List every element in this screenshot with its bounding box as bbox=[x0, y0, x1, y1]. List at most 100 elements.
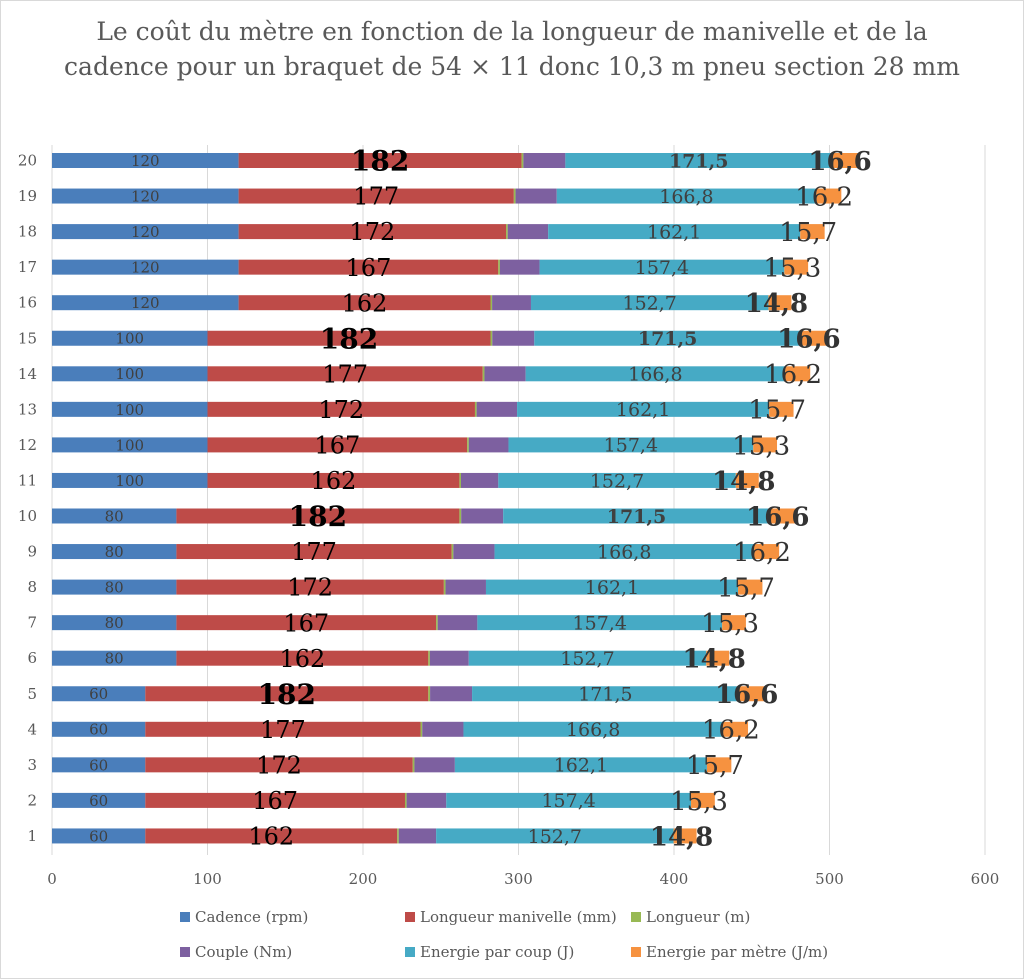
data-label: 152,7 bbox=[590, 470, 644, 492]
y-tick-label: 18 bbox=[18, 223, 37, 241]
bar-segment bbox=[565, 153, 833, 168]
data-label: 120 bbox=[131, 294, 160, 312]
data-label: 162,1 bbox=[616, 399, 670, 421]
y-tick-label: 7 bbox=[27, 614, 37, 632]
data-label: 177 bbox=[322, 360, 368, 388]
data-label: 120 bbox=[131, 152, 160, 170]
bar-segment bbox=[539, 259, 785, 275]
data-label: 120 bbox=[131, 187, 160, 205]
y-tick-label: 6 bbox=[27, 649, 37, 667]
bar-segment bbox=[768, 295, 792, 311]
bar-segment bbox=[428, 650, 430, 666]
data-label: 167 bbox=[252, 787, 298, 815]
bar-segment bbox=[398, 828, 437, 844]
bar-segment bbox=[420, 721, 423, 737]
bar-segment bbox=[52, 188, 239, 204]
data-label: 60 bbox=[89, 685, 108, 703]
x-tick-label: 600 bbox=[971, 870, 1000, 888]
bar-segment bbox=[461, 508, 504, 524]
data-label: 167 bbox=[314, 432, 360, 460]
bar-segment bbox=[52, 615, 177, 631]
data-label: 182 bbox=[351, 145, 409, 178]
bar-segment bbox=[474, 401, 477, 417]
bar-segment bbox=[52, 650, 177, 666]
bar-segment bbox=[436, 828, 674, 844]
data-label: 171,5 bbox=[669, 150, 729, 172]
bar-segment bbox=[468, 650, 707, 666]
bar-segment bbox=[52, 544, 177, 560]
bar-segment bbox=[460, 472, 499, 488]
data-label: 16,2 bbox=[764, 360, 822, 390]
bar-segment bbox=[490, 330, 493, 346]
y-tick-label: 3 bbox=[27, 756, 37, 774]
bar-segment bbox=[145, 757, 413, 773]
bar-segment bbox=[52, 401, 208, 417]
data-label: 15,7 bbox=[748, 396, 806, 426]
bar-segment bbox=[52, 792, 146, 808]
data-label: 177 bbox=[353, 183, 399, 211]
bar-segment bbox=[428, 686, 431, 702]
data-label: 166,8 bbox=[597, 541, 651, 563]
data-label: 171,5 bbox=[638, 328, 698, 350]
x-tick-label: 100 bbox=[193, 870, 222, 888]
bar-segment bbox=[52, 686, 146, 702]
bar-segment bbox=[530, 295, 769, 311]
data-label: 172 bbox=[256, 751, 302, 779]
bar-segment bbox=[722, 615, 746, 631]
y-tick-label: 17 bbox=[18, 258, 37, 276]
bar-segment bbox=[769, 401, 794, 417]
bar-segment bbox=[176, 508, 460, 524]
bar-segment bbox=[498, 472, 736, 488]
data-label: 166,8 bbox=[659, 186, 713, 208]
bar-segment bbox=[453, 544, 495, 560]
bar-segment bbox=[548, 224, 801, 240]
bar-segment bbox=[52, 437, 208, 453]
bar-segment bbox=[176, 579, 444, 595]
data-label: 60 bbox=[89, 721, 108, 739]
bar-segment bbox=[706, 650, 730, 666]
y-tick-label: 1 bbox=[27, 827, 37, 845]
data-label: 171,5 bbox=[578, 684, 632, 706]
bar-segment bbox=[414, 757, 455, 773]
bar-segment bbox=[436, 615, 438, 631]
bar-segment bbox=[429, 650, 469, 666]
data-label: 15,7 bbox=[717, 573, 775, 603]
bar-segment bbox=[238, 259, 499, 275]
x-tick-label: 400 bbox=[660, 870, 689, 888]
bar-segment bbox=[503, 508, 770, 524]
bar-segment bbox=[468, 437, 509, 453]
bar-segment bbox=[784, 259, 809, 275]
data-label: 80 bbox=[105, 614, 124, 632]
bar-segment bbox=[459, 472, 461, 488]
bar-segment bbox=[832, 153, 858, 168]
data-label: 80 bbox=[105, 579, 124, 597]
data-label: 60 bbox=[89, 827, 108, 845]
bar-segment bbox=[467, 437, 469, 453]
bar-segment bbox=[207, 366, 483, 382]
data-label: 171,5 bbox=[607, 506, 667, 528]
bar-segment bbox=[673, 828, 697, 844]
bar-segment bbox=[176, 615, 437, 631]
bar-segment bbox=[492, 295, 531, 311]
bar-segment bbox=[499, 259, 540, 275]
y-tick-label: 19 bbox=[18, 187, 37, 205]
bar-segment bbox=[738, 686, 765, 702]
data-label: 162,1 bbox=[554, 755, 608, 777]
bar-segment bbox=[484, 366, 526, 382]
y-tick-label: 9 bbox=[27, 543, 37, 561]
bar-segment bbox=[451, 544, 454, 560]
bar-segment bbox=[446, 792, 692, 808]
x-tick-label: 200 bbox=[349, 870, 378, 888]
data-label: 16,2 bbox=[733, 538, 791, 568]
data-label: 80 bbox=[105, 507, 124, 525]
y-tick-label: 16 bbox=[18, 294, 37, 312]
data-label: 182 bbox=[289, 500, 347, 533]
data-label: 16,6 bbox=[715, 680, 778, 710]
y-tick-label: 11 bbox=[18, 471, 37, 489]
data-label: 100 bbox=[115, 436, 144, 454]
bar-segment bbox=[52, 330, 208, 346]
bar-segment bbox=[722, 721, 749, 737]
bar-segment bbox=[422, 721, 464, 737]
y-tick-label: 4 bbox=[27, 720, 37, 738]
